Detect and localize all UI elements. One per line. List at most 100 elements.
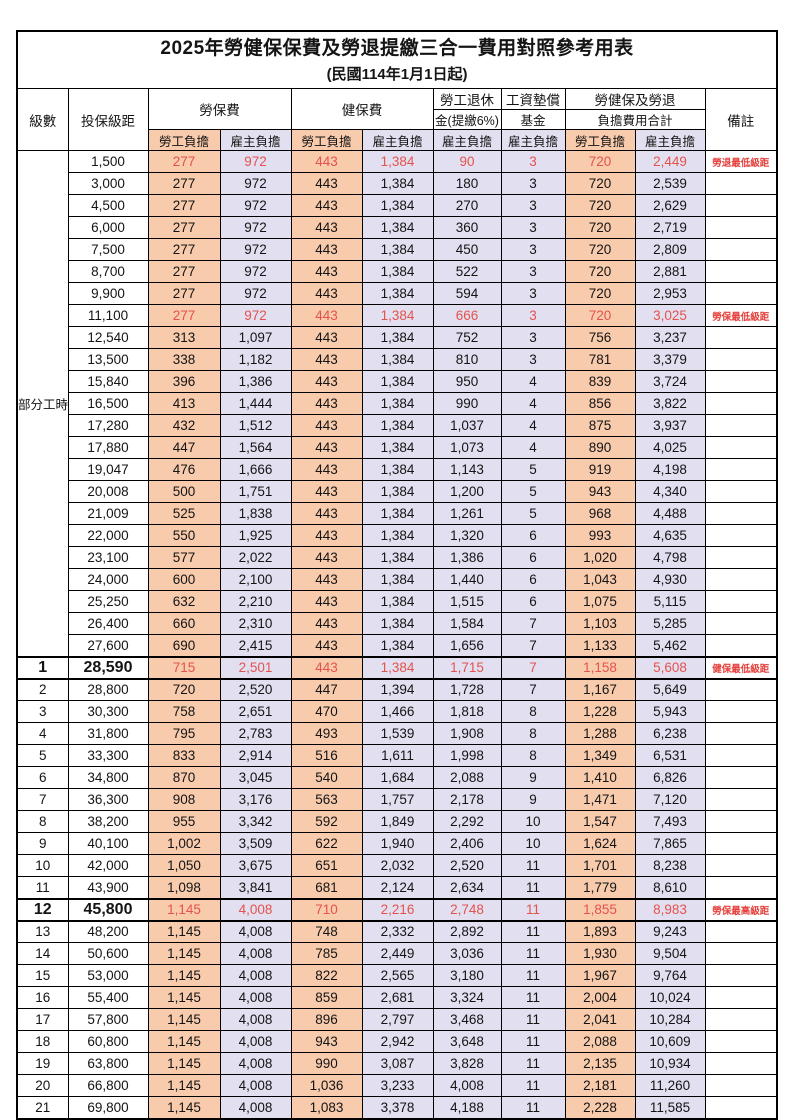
labor-worker-cell: 1,145	[147, 986, 221, 1009]
labor-employer-cell: 4,008	[219, 1052, 292, 1075]
labor-employer-cell: 972	[219, 238, 292, 261]
wage-fund-cell: 6	[500, 524, 566, 547]
health-worker-cell: 563	[290, 788, 363, 811]
wage-fund-cell: 11	[500, 854, 566, 877]
bracket-cell: 4,500	[67, 194, 149, 217]
table-row: 22,000 550 1,925 443 1,384 1,320 6 993 4,635	[17, 524, 778, 547]
bracket-cell: 28,590	[67, 655, 149, 680]
health-worker-cell: 1,083	[290, 1096, 363, 1119]
labor-worker-cell: 758	[147, 700, 221, 723]
table-row: 20,008 500 1,751 443 1,384 1,200 5 943 4,340	[17, 480, 778, 503]
health-worker-cell: 1,036	[290, 1074, 363, 1097]
health-employer-cell: 2,565	[361, 964, 434, 987]
health-worker-cell: 443	[290, 612, 363, 635]
level-cell: 9	[16, 832, 69, 855]
total-worker-cell: 1,471	[564, 788, 636, 811]
labor-employer-cell: 972	[219, 304, 292, 327]
remark-cell	[704, 854, 778, 877]
header-pension-line2: 金(提繳6%)	[432, 109, 502, 130]
pension-employer-cell: 2,748	[432, 897, 502, 922]
remark-cell	[704, 1030, 778, 1053]
labor-worker-cell: 1,098	[147, 876, 221, 899]
level-cell: 11	[16, 876, 69, 899]
wage-fund-cell: 11	[500, 964, 566, 987]
remark-cell	[704, 326, 778, 349]
bracket-cell: 11,100	[67, 304, 149, 327]
level-cell: 3	[16, 700, 69, 723]
labor-worker-cell: 715	[147, 655, 221, 680]
health-employer-cell: 1,384	[361, 216, 434, 239]
labor-worker-cell: 1,002	[147, 832, 221, 855]
bracket-cell: 40,100	[67, 832, 149, 855]
table-row: 26,400 660 2,310 443 1,384 1,584 7 1,103 5,285	[17, 612, 778, 635]
health-employer-cell: 1,940	[361, 832, 434, 855]
labor-employer-cell: 1,097	[219, 326, 292, 349]
labor-employer-cell: 1,386	[219, 370, 292, 393]
remark-cell	[704, 1074, 778, 1097]
table-row: 12,540 313 1,097 443 1,384 752 3 756 3,237	[17, 326, 778, 349]
total-worker-cell: 1,855	[564, 897, 636, 922]
health-employer-cell: 1,384	[361, 392, 434, 415]
pension-employer-cell: 3,648	[432, 1030, 502, 1053]
labor-employer-cell: 3,045	[219, 766, 292, 789]
labor-employer-cell: 972	[219, 260, 292, 283]
labor-worker-cell: 277	[147, 304, 221, 327]
labor-employer-cell: 4,008	[219, 1008, 292, 1031]
bracket-cell: 17,880	[67, 436, 149, 459]
bracket-cell: 22,000	[67, 524, 149, 547]
total-employer-cell: 2,809	[634, 238, 706, 261]
wage-fund-cell: 11	[500, 920, 566, 943]
table-row: 12 45,800 1,145 4,008 710 2,216 2,748 11 1,855 8,…	[16, 897, 778, 922]
remark-cell	[704, 810, 778, 833]
health-worker-cell: 443	[290, 238, 363, 261]
wage-fund-cell: 4	[500, 370, 566, 393]
total-employer-cell: 4,488	[634, 502, 706, 525]
table-row: 3 30,300 758 2,651 470 1,466 1,818 8 1,228 5,943	[16, 700, 778, 723]
health-worker-cell: 540	[290, 766, 363, 789]
wage-fund-cell: 11	[500, 986, 566, 1009]
labor-employer-cell: 1,564	[219, 436, 292, 459]
total-worker-cell: 1,410	[564, 766, 636, 789]
wage-fund-cell: 3	[500, 348, 566, 371]
health-worker-cell: 748	[290, 920, 363, 943]
wage-fund-cell: 8	[500, 744, 566, 767]
bracket-cell: 26,400	[67, 612, 149, 635]
wage-fund-cell: 7	[500, 655, 566, 680]
bracket-cell: 8,700	[67, 260, 149, 283]
health-employer-cell: 2,032	[361, 854, 434, 877]
labor-worker-cell: 1,145	[147, 1008, 221, 1031]
pension-employer-cell: 4,188	[432, 1096, 502, 1119]
wage-fund-cell: 11	[500, 876, 566, 899]
total-employer-cell: 11,585	[634, 1096, 706, 1119]
table-row: 4,500 277 972 443 1,384 270 3 720 2,629	[17, 194, 778, 217]
labor-employer-cell: 972	[219, 282, 292, 305]
remark-cell: 勞保最高級距	[704, 897, 778, 922]
remark-cell	[704, 480, 778, 503]
table-row: 3,000 277 972 443 1,384 180 3 720 2,539	[17, 172, 778, 195]
level-cell: 10	[16, 854, 69, 877]
wage-fund-cell: 3	[500, 150, 566, 173]
total-employer-cell: 5,608	[634, 655, 706, 680]
remark-cell	[704, 744, 778, 767]
total-worker-cell: 2,228	[564, 1096, 636, 1119]
labor-employer-cell: 4,008	[219, 1030, 292, 1053]
bracket-cell: 7,500	[67, 238, 149, 261]
health-worker-cell: 443	[290, 348, 363, 371]
wage-fund-cell: 11	[500, 1052, 566, 1075]
health-employer-cell: 1,384	[361, 326, 434, 349]
pension-employer-cell: 1,320	[432, 524, 502, 547]
labor-worker-cell: 795	[147, 722, 221, 745]
pension-employer-cell: 2,406	[432, 832, 502, 855]
pension-employer-cell: 2,892	[432, 920, 502, 943]
labor-worker-cell: 447	[147, 436, 221, 459]
total-employer-cell: 10,024	[634, 986, 706, 1009]
table-row: 11 43,900 1,098 3,841 681 2,124 2,634 11 1,779 8,…	[16, 876, 778, 899]
total-employer-cell: 2,539	[634, 172, 706, 195]
health-employer-cell: 2,797	[361, 1008, 434, 1031]
total-worker-cell: 1,167	[564, 678, 636, 701]
wage-fund-cell: 9	[500, 788, 566, 811]
total-worker-cell: 2,181	[564, 1074, 636, 1097]
wage-fund-cell: 4	[500, 414, 566, 437]
total-worker-cell: 2,004	[564, 986, 636, 1009]
